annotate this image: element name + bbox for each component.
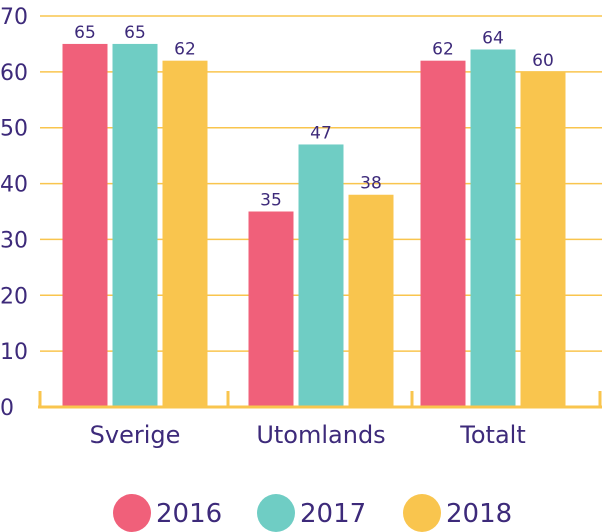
legend: 2016 2017 2018	[113, 494, 512, 532]
y-tick-label-20: 20	[0, 284, 28, 309]
legend-label-2017: 2017	[300, 499, 366, 529]
bar-totalt-2018	[520, 71, 566, 407]
bar-totalt-2017	[470, 49, 516, 408]
y-axis-tick-labels: 0 10 20 30 40 50 60 70	[0, 5, 28, 421]
legend-label-2016: 2016	[156, 499, 222, 529]
data-label-totalt-2017: 64	[482, 29, 504, 49]
y-tick-label-0: 0	[0, 396, 14, 421]
data-label-sverige-2018: 62	[174, 40, 196, 60]
bar-totalt-2016	[420, 60, 466, 407]
data-labels: 65 65 62 35 47 38 62 64 60	[74, 23, 554, 211]
data-label-totalt-2018: 60	[532, 51, 554, 71]
bar-sverige-2018	[162, 60, 208, 407]
legend-label-2018: 2018	[446, 499, 512, 529]
bar-utomlands-2018	[348, 194, 394, 407]
data-label-utomlands-2017: 47	[310, 123, 332, 143]
data-label-totalt-2016: 62	[432, 40, 454, 60]
y-tick-label-40: 40	[0, 173, 28, 198]
data-label-utomlands-2018: 38	[360, 174, 382, 194]
data-label-sverige-2017: 65	[124, 23, 146, 43]
bar-utomlands-2016	[248, 211, 294, 407]
legend-swatch-2017	[257, 494, 295, 532]
legend-swatch-2016	[113, 494, 151, 532]
category-label-utomlands: Utomlands	[256, 421, 385, 449]
legend-swatch-2018	[403, 494, 441, 532]
bars	[62, 43, 566, 408]
y-tick-label-30: 30	[0, 228, 28, 253]
y-tick-label-60: 60	[0, 61, 28, 86]
x-axis	[38, 391, 602, 409]
category-label-sverige: Sverige	[90, 421, 181, 449]
category-labels: Sverige Utomlands Totalt	[90, 421, 526, 449]
bar-utomlands-2017	[298, 144, 344, 407]
data-label-sverige-2016: 65	[74, 23, 96, 43]
category-label-totalt: Totalt	[459, 421, 525, 449]
bar-sverige-2017	[112, 43, 158, 408]
data-label-utomlands-2016: 35	[260, 191, 282, 211]
bar-sverige-2016	[62, 43, 108, 408]
y-tick-label-70: 70	[0, 5, 28, 30]
y-tick-label-50: 50	[0, 117, 28, 142]
y-tick-label-10: 10	[0, 340, 28, 365]
